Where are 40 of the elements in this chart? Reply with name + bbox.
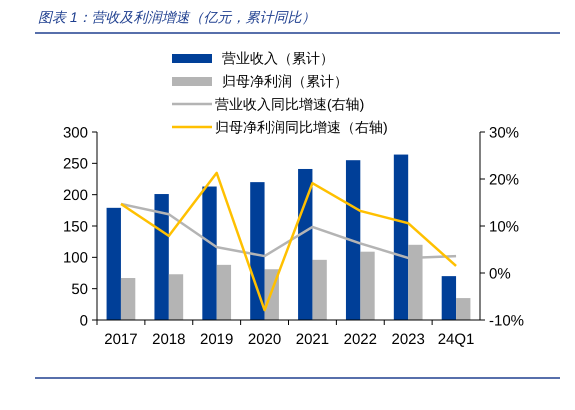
legend-label: 归母净利润同比增速（右轴) [215, 118, 388, 135]
bar [442, 276, 456, 320]
bar [106, 208, 121, 320]
bar [250, 182, 265, 320]
bar [346, 160, 360, 320]
y-tick-label: 50 [71, 280, 88, 298]
y-tick-label: 150 [62, 218, 88, 236]
bar [312, 260, 327, 320]
y-tick-label: 100 [62, 250, 88, 267]
y2-tick-label: 10% [489, 218, 520, 236]
x-tick-label: 2023 [392, 331, 425, 348]
y-tick-label: 250 [62, 156, 88, 173]
bar [394, 154, 408, 320]
bar [216, 264, 232, 320]
legend-label: 营业收入（累计） [222, 50, 334, 66]
x-tick-label: 2019 [200, 331, 234, 348]
x-tick-label: 24Q1 [438, 331, 474, 348]
bar [154, 194, 169, 320]
y2-tick-label: -10% [489, 312, 524, 330]
bar [202, 186, 217, 320]
bar [456, 298, 470, 320]
y2-tick-label: 0% [489, 265, 511, 282]
x-tick-label: 2020 [248, 331, 282, 348]
x-tick-label: 2018 [152, 331, 186, 348]
legend-label: 归母净利润（累计） [222, 72, 348, 89]
x-tick-label: 2017 [104, 331, 138, 348]
y2-tick-label: 30% [489, 124, 520, 142]
bar [298, 168, 312, 320]
y-tick-label: 300 [62, 124, 88, 142]
y-tick-label: 200 [62, 186, 88, 204]
x-tick-label: 2021 [296, 331, 330, 348]
bar [168, 274, 184, 320]
legend-label: 营业收入同比增速(右轴) [215, 96, 364, 112]
bar [360, 252, 375, 320]
line-series [120, 172, 458, 312]
bar [120, 278, 136, 320]
chart-title: 图表 1：营收及利润增速（亿元，累计同比） [38, 9, 316, 25]
x-tick-label: 2022 [344, 331, 377, 348]
y-tick-label: 0 [80, 312, 88, 330]
y2-tick-label: 20% [489, 171, 520, 188]
